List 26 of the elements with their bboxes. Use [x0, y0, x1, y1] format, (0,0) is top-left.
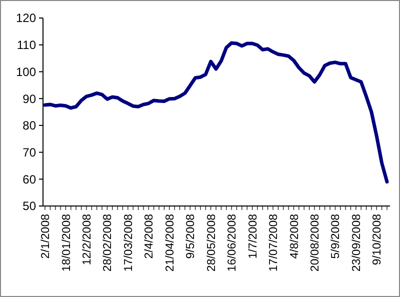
y-tick-label: 110 [16, 38, 36, 52]
x-tick-label: 28/02/2008 [102, 214, 114, 272]
line-series [43, 41, 389, 184]
x-tick-label: 17/07/2008 [268, 214, 280, 272]
x-tick-label: 18/01/2008 [60, 214, 73, 272]
y-tick-label: 70 [22, 145, 36, 160]
x-tick-label: 9/5/2008 [185, 214, 198, 259]
x-tick-label: 2/4/2008 [144, 214, 156, 259]
x-tick-label: 28/05/2008 [206, 214, 218, 272]
x-tick-label: 21/04/2008 [164, 214, 176, 272]
x-tick-label: 16/06/2008 [226, 214, 239, 272]
x-tick-label: 23/09/2008 [350, 214, 363, 272]
x-tick-label: 20/08/2008 [309, 214, 322, 272]
y-tick-label: 50 [22, 199, 36, 214]
x-tick-label: 5/9/2008 [330, 214, 342, 259]
x-tick-label: 12/2/2008 [81, 214, 94, 266]
y-tick-label: 100 [16, 64, 36, 79]
x-tick-label: 9/10/2008 [372, 214, 384, 266]
x-tick-label: 1/7/2008 [247, 214, 260, 259]
y-tick-label: 80 [22, 118, 36, 133]
x-tick-label: 4/8/2008 [288, 214, 301, 259]
x-tick-label: 17/03/2008 [122, 214, 135, 272]
y-tick-label: 60 [22, 172, 36, 186]
y-tick-label: 90 [22, 92, 36, 106]
y-tick-label: 120 [16, 11, 36, 26]
x-tick-label: 2/1/2008 [40, 214, 52, 259]
